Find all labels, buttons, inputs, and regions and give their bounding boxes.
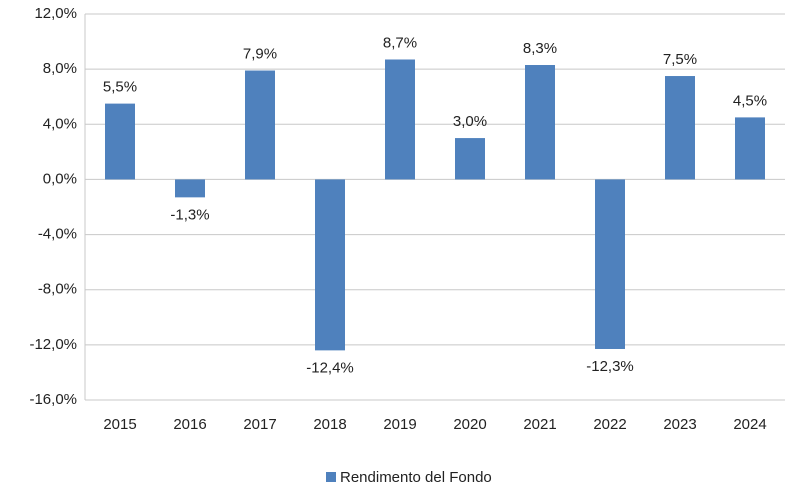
x-tick-label: 2018 [313, 416, 346, 433]
y-tick-label: -8,0% [38, 281, 77, 298]
data-label: 8,3% [523, 40, 557, 57]
y-tick-label: 8,0% [43, 60, 77, 77]
bar [245, 70, 275, 180]
data-label: 7,5% [663, 51, 697, 68]
data-label: -1,3% [170, 206, 209, 223]
legend-swatch [326, 472, 336, 482]
bar [315, 179, 345, 351]
data-label: -12,4% [306, 359, 354, 376]
data-label: 8,7% [383, 34, 417, 51]
data-label: 5,5% [103, 79, 137, 96]
bar [175, 179, 205, 198]
bar [735, 117, 765, 180]
bar [525, 65, 555, 180]
y-tick-label: 0,0% [43, 170, 77, 187]
bar [665, 76, 695, 180]
y-tick-label: -4,0% [38, 226, 77, 243]
data-label: -12,3% [586, 358, 634, 375]
bar [595, 179, 625, 349]
x-tick-label: 2020 [453, 416, 486, 433]
x-tick-label: 2015 [103, 416, 136, 433]
bar [105, 103, 135, 180]
y-tick-label: -16,0% [29, 391, 77, 408]
x-tick-label: 2022 [593, 416, 626, 433]
data-label: 3,0% [453, 113, 487, 130]
y-tick-label: 4,0% [43, 115, 77, 132]
data-label: 4,5% [733, 92, 767, 109]
bar [385, 59, 415, 180]
x-tick-label: 2023 [663, 416, 696, 433]
data-label: 7,9% [243, 45, 277, 62]
x-tick-label: 2017 [243, 416, 276, 433]
y-tick-label: 12,0% [34, 5, 77, 22]
legend-label: Rendimento del Fondo [340, 469, 492, 486]
x-tick-label: 2024 [733, 416, 766, 433]
y-tick-label: -12,0% [29, 336, 77, 353]
bar [455, 138, 485, 180]
x-tick-label: 2021 [523, 416, 556, 433]
x-tick-label: 2019 [383, 416, 416, 433]
x-tick-label: 2016 [173, 416, 206, 433]
